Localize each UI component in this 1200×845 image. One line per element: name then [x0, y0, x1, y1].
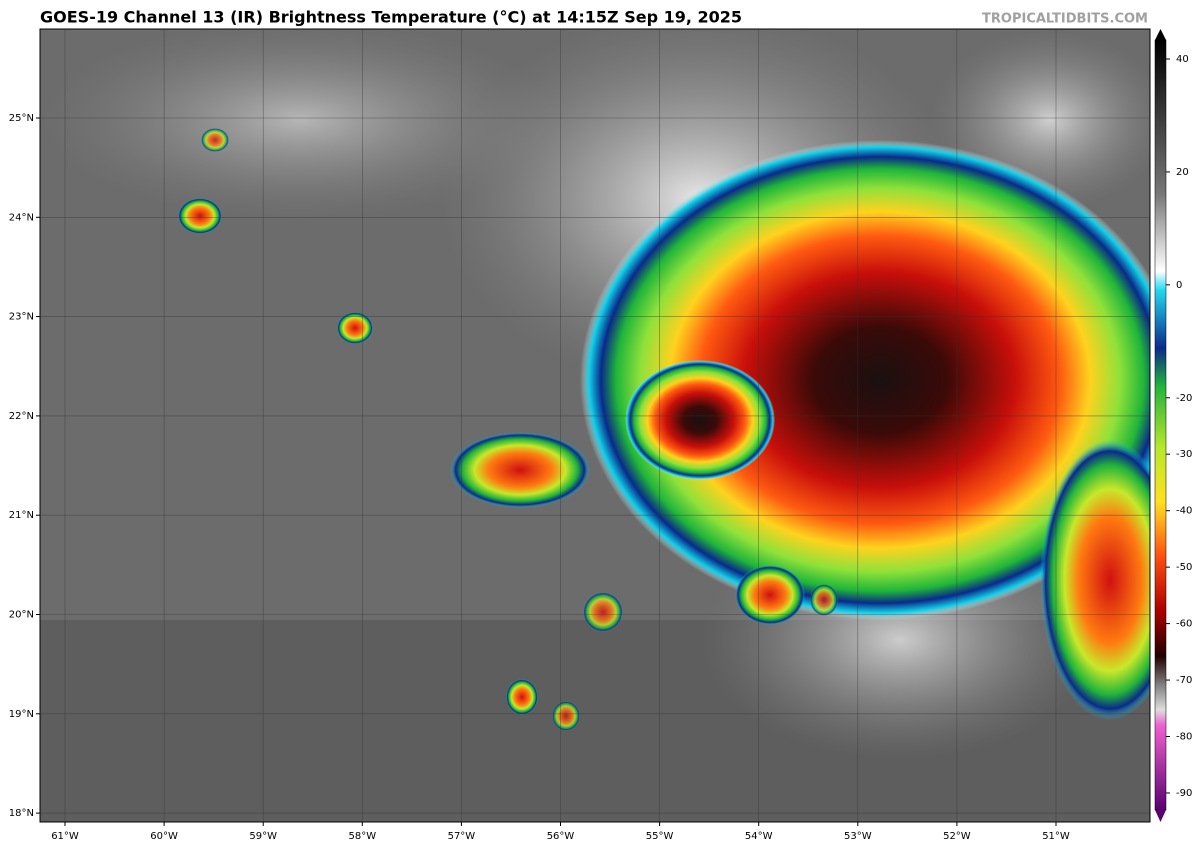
lat-label: 19°N	[9, 709, 34, 720]
lat-label: 25°N	[9, 113, 34, 124]
source-watermark: TROPICALTIDBITS.COM	[982, 12, 1148, 27]
colorbar-label: -90	[1176, 788, 1192, 799]
lon-label: 61°W	[51, 831, 79, 842]
colorbar-label: -80	[1176, 732, 1192, 743]
lon-label: 59°W	[249, 831, 277, 842]
lat-label: 20°N	[9, 610, 34, 621]
lon-label: 51°W	[1042, 831, 1070, 842]
colorbar-label: -50	[1176, 562, 1192, 573]
lat-label: 24°N	[9, 212, 34, 223]
lat-label: 18°N	[9, 808, 34, 819]
lon-label: 54°W	[745, 831, 773, 842]
lon-label: 57°W	[448, 831, 476, 842]
title: GOES-19 Channel 13 (IR) Brightness Tempe…	[40, 8, 742, 27]
colorbar-label: 40	[1176, 54, 1189, 65]
colorbar-label: -60	[1176, 619, 1192, 630]
lon-label: 58°W	[348, 831, 376, 842]
lon-label: 52°W	[943, 831, 971, 842]
colorbar-label: -20	[1176, 393, 1192, 404]
colorbar-label: 0	[1176, 280, 1182, 291]
lon-label: 60°W	[150, 831, 178, 842]
lon-label: 56°W	[547, 831, 575, 842]
lat-label: 23°N	[9, 312, 34, 323]
imagery	[40, 29, 1150, 822]
colorbar-label: -70	[1176, 675, 1192, 686]
colorbar-label: -30	[1176, 449, 1192, 460]
lat-label: 22°N	[9, 411, 34, 422]
colorbar-label: 20	[1176, 167, 1189, 178]
lat-label: 21°N	[9, 510, 34, 521]
colorbar-label: -40	[1176, 506, 1192, 517]
lon-label: 55°W	[646, 831, 674, 842]
lon-label: 53°W	[844, 831, 872, 842]
